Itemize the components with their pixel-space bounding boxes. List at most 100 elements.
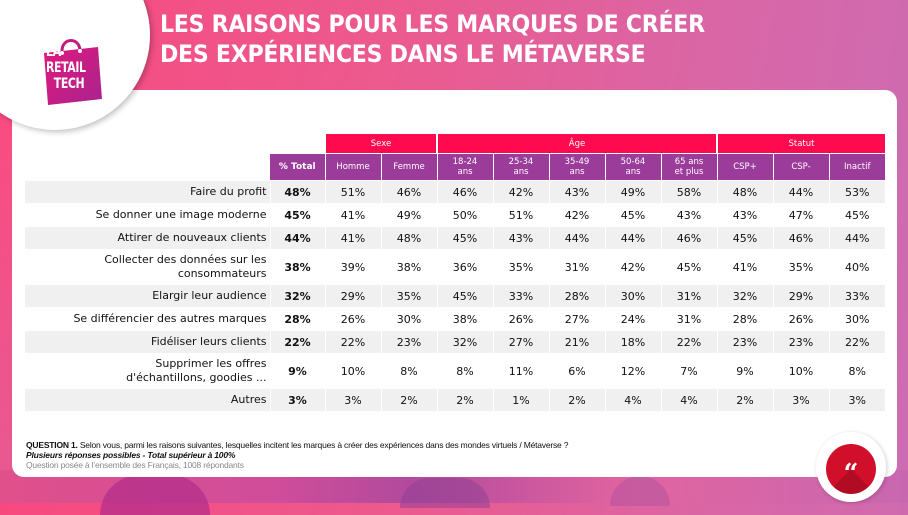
logo-line: TECH — [53, 76, 85, 92]
column-header-line: % Total — [278, 161, 316, 172]
value-cell: 2% — [716, 388, 773, 412]
footnote: QUESTION 1. Selon vous, parmi les raison… — [26, 440, 568, 470]
value-cell: 3% — [828, 388, 885, 412]
value-cell: 43% — [492, 226, 549, 250]
column-header-line: Homme — [336, 162, 370, 172]
value-cell: 22% — [828, 330, 885, 354]
table-row: Autres 3% 3% 2% 2% 1% 2% 4% 4% 2% 3% 3% — [25, 388, 885, 412]
value-cell: 53% — [828, 180, 885, 204]
row-label: Elargir leur audience — [25, 284, 270, 308]
value-cell: 6% — [548, 353, 605, 389]
value-cell: 1% — [492, 388, 549, 412]
header-spacer — [25, 154, 270, 181]
value-cell: 47% — [772, 203, 829, 227]
total-value-cell: 28% — [269, 307, 325, 331]
row-label: Faire du profit — [25, 180, 270, 204]
value-cell: 29% — [324, 284, 381, 308]
value-cell: 23% — [772, 330, 829, 354]
column-header-line: et plus — [674, 167, 704, 177]
column-header-line: ans — [569, 167, 585, 177]
value-cell: 46% — [660, 226, 717, 250]
value-cell: 23% — [716, 330, 773, 354]
question-text: QUESTION 1. Selon vous, parmi les raison… — [26, 440, 568, 450]
shopping-bag-icon — [36, 33, 108, 107]
column-header: 35-49 ans — [548, 153, 605, 181]
total-value-cell: 9% — [269, 353, 325, 389]
row-label: Se donner une image moderne — [25, 203, 270, 227]
header-spacer — [25, 134, 270, 154]
content-card: Sexe Âge Statut % Total Homme Femme 18-24 ans 2… — [12, 90, 897, 477]
column-header: 50-64 ans — [604, 153, 661, 181]
question-label: QUESTION 1. — [26, 440, 78, 450]
value-cell: 41% — [716, 249, 773, 285]
value-cell: 3% — [324, 388, 381, 412]
value-cell: 8% — [436, 353, 493, 389]
value-cell: 22% — [324, 330, 381, 354]
total-value-cell: 38% — [269, 249, 325, 285]
value-cell: 45% — [716, 226, 773, 250]
column-header-line: 50-64 — [620, 157, 646, 167]
value-cell: 49% — [380, 203, 437, 227]
value-cell: 8% — [380, 353, 437, 389]
page-title: LES RAISONS POUR LES MARQUES DE CRÉER DE… — [160, 9, 705, 69]
value-cell: 24% — [604, 307, 661, 331]
value-cell: 31% — [660, 307, 717, 331]
value-cell: 42% — [492, 180, 549, 204]
row-label: Collecter des données sur les consommate… — [25, 249, 270, 285]
value-cell: 35% — [772, 249, 829, 285]
title-line-2: DES EXPÉRIENCES DANS LE MÉTAVERSE — [160, 40, 646, 68]
response-note: Plusieurs réponses possibles - Total sup… — [26, 450, 236, 460]
column-header-line: ans — [625, 167, 641, 177]
value-cell: 43% — [548, 180, 605, 204]
value-cell: 39% — [324, 249, 381, 285]
table-row: Supprimer les offres d'échantillons, goo… — [25, 353, 885, 389]
total-value-cell: 44% — [269, 226, 325, 250]
value-cell: 43% — [660, 203, 717, 227]
value-cell: 49% — [604, 180, 661, 204]
total-value-cell: 22% — [269, 330, 325, 354]
quote-icon: “ — [826, 444, 876, 494]
column-group-header: Sexe — [324, 134, 437, 154]
row-label: Fidéliser leurs clients — [25, 330, 270, 354]
total-value-cell: 3% — [269, 388, 325, 412]
table-row: Elargir leur audience 32% 29% 35% 45% 33% 28% 3… — [25, 284, 885, 308]
column-group-header: Âge — [436, 134, 717, 154]
value-cell: 30% — [828, 307, 885, 331]
column-header-line: CSP- — [791, 162, 811, 172]
value-cell: 43% — [716, 203, 773, 227]
column-header-line: CSP+ — [733, 162, 757, 172]
value-cell: 44% — [772, 180, 829, 204]
value-cell: 18% — [604, 330, 661, 354]
column-group-header: Statut — [716, 134, 885, 154]
table-body: Faire du profit 48% 51% 46% 46% 42% 43% 49% 58% 4… — [25, 180, 885, 412]
logo-line: LA — [46, 44, 61, 60]
column-header-line: ans — [457, 167, 473, 177]
value-cell: 31% — [660, 284, 717, 308]
column-header: Homme — [324, 153, 381, 181]
value-cell: 31% — [548, 249, 605, 285]
value-cell: 26% — [772, 307, 829, 331]
column-header-total: % Total — [270, 153, 325, 181]
column-header: 18-24 ans — [436, 153, 493, 181]
value-cell: 42% — [604, 249, 661, 285]
column-header-line: 18-24 — [452, 157, 478, 167]
value-cell: 51% — [324, 180, 381, 204]
table-row: Attirer de nouveaux clients 44% 41% 48% 45% 4… — [25, 226, 885, 250]
value-cell: 38% — [436, 307, 493, 331]
value-cell: 10% — [772, 353, 829, 389]
value-cell: 7% — [660, 353, 717, 389]
value-cell: 26% — [324, 307, 381, 331]
value-cell: 12% — [604, 353, 661, 389]
value-cell: 9% — [716, 353, 773, 389]
value-cell: 45% — [604, 203, 661, 227]
column-header: Femme — [380, 153, 437, 181]
table-row: Se donner une image moderne 45% 41% 49% 50% 5… — [25, 203, 885, 227]
value-cell: 8% — [828, 353, 885, 389]
column-header-line: ans — [513, 167, 529, 177]
row-label: Attirer de nouveaux clients — [25, 226, 270, 250]
column-header-line: 65 ans — [674, 157, 704, 167]
total-value-cell: 48% — [269, 180, 325, 204]
value-cell: 3% — [772, 388, 829, 412]
row-label: Supprimer les offres d'échantillons, goo… — [25, 353, 270, 389]
value-cell: 48% — [716, 180, 773, 204]
